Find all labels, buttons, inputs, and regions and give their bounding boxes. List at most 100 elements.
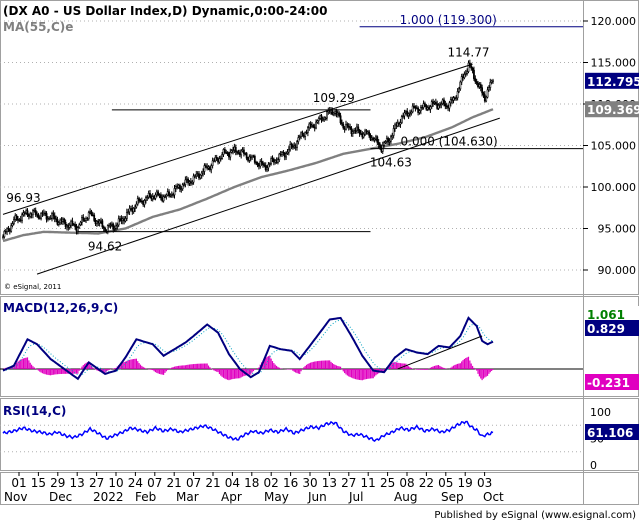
candle-body	[361, 133, 364, 138]
candle-body	[180, 188, 183, 190]
candle-body	[64, 221, 67, 228]
candle-body	[455, 97, 458, 99]
candle-body	[214, 157, 217, 162]
candle-body	[315, 121, 317, 129]
candle-body	[33, 210, 36, 212]
candle-body	[278, 153, 281, 160]
candle-body	[188, 181, 191, 184]
candle-body	[2, 236, 4, 238]
candle-body	[70, 220, 72, 226]
price-annotation: 104.63	[370, 155, 412, 169]
candle-body	[200, 172, 203, 176]
candle-body	[71, 220, 74, 225]
candle-body	[445, 105, 448, 108]
candle-body	[424, 103, 426, 106]
candle-body	[98, 220, 101, 224]
candle-body	[228, 153, 230, 158]
candle-body	[311, 125, 313, 127]
candle-body	[262, 162, 264, 166]
candle-body	[153, 196, 155, 199]
candle-body	[223, 149, 226, 153]
candle-body	[86, 218, 89, 220]
candle-body	[207, 166, 210, 169]
candle-body	[198, 173, 200, 179]
candle-body	[342, 123, 345, 129]
month-label: May	[264, 490, 289, 504]
candle-body	[377, 142, 380, 145]
price-annotation: 109.29	[313, 91, 355, 105]
time-axis-panel	[0, 472, 639, 505]
candle-body	[316, 120, 319, 123]
candle-body	[213, 160, 215, 162]
month-label: Aug	[394, 490, 417, 504]
candle-body	[391, 135, 394, 138]
candle-body	[219, 157, 222, 160]
candle-body	[358, 129, 361, 134]
candle-body	[466, 71, 469, 74]
candle-body	[350, 127, 353, 134]
price-annotation: 114.77	[448, 45, 490, 59]
price-tick-label: 115.000	[591, 57, 637, 70]
candle-body	[332, 112, 335, 115]
candle-body	[251, 155, 253, 159]
candle-body	[60, 219, 63, 222]
candle-body	[267, 164, 270, 169]
macd-value-label: 1.061	[587, 308, 625, 322]
candle-body	[143, 200, 146, 205]
rsi-line	[2, 420, 494, 443]
candle-body	[257, 164, 260, 167]
candle-body	[234, 146, 237, 152]
candle-body	[296, 141, 298, 148]
candle-body	[338, 112, 341, 117]
candle-body	[158, 194, 161, 196]
candle-body	[467, 62, 470, 72]
esignal-credit: © eSignal, 2011	[4, 283, 61, 291]
candle-body	[369, 135, 372, 140]
candle-body	[390, 136, 392, 142]
candle-body	[145, 197, 147, 201]
candle-body	[225, 152, 228, 154]
candle-body	[413, 105, 415, 108]
candle-body	[354, 130, 357, 132]
day-label: 15	[31, 476, 46, 490]
candle-body	[384, 141, 387, 143]
candle-body	[330, 110, 332, 113]
candle-body	[21, 214, 23, 222]
day-label: 30	[302, 476, 317, 490]
candle-body	[184, 179, 187, 185]
candle-body	[25, 210, 28, 214]
candle-body	[32, 210, 34, 216]
candle-body	[470, 65, 473, 69]
candle-body	[135, 203, 138, 208]
candle-body	[41, 212, 44, 215]
candle-body	[418, 110, 421, 113]
candle-body	[286, 151, 289, 154]
candle-body	[297, 137, 300, 143]
day-label: 07	[186, 476, 201, 490]
candle-body	[471, 67, 474, 71]
candle-body	[37, 214, 40, 218]
candle-body	[90, 211, 93, 216]
candle-body	[339, 115, 342, 124]
candle-body	[429, 106, 432, 110]
candle-body	[304, 132, 307, 137]
candle-body	[4, 231, 7, 233]
month-label: Nov	[4, 490, 27, 504]
candle-body	[400, 116, 403, 123]
candle-body	[345, 124, 347, 130]
candle-body	[72, 223, 75, 226]
day-label: 07	[147, 476, 162, 490]
candle-body	[87, 212, 90, 220]
price-tick-label: 90.000	[598, 264, 637, 277]
rsi-tick-label: 0	[590, 459, 597, 472]
candle-body	[208, 166, 211, 170]
candle-body	[48, 217, 51, 220]
candle-body	[241, 149, 244, 152]
candle-body	[146, 196, 149, 199]
candle-body	[334, 111, 337, 114]
candle-body	[221, 154, 224, 159]
candle-body	[306, 127, 309, 133]
candle-body	[298, 136, 301, 138]
candle-body	[289, 144, 292, 151]
candle-body	[396, 122, 399, 127]
